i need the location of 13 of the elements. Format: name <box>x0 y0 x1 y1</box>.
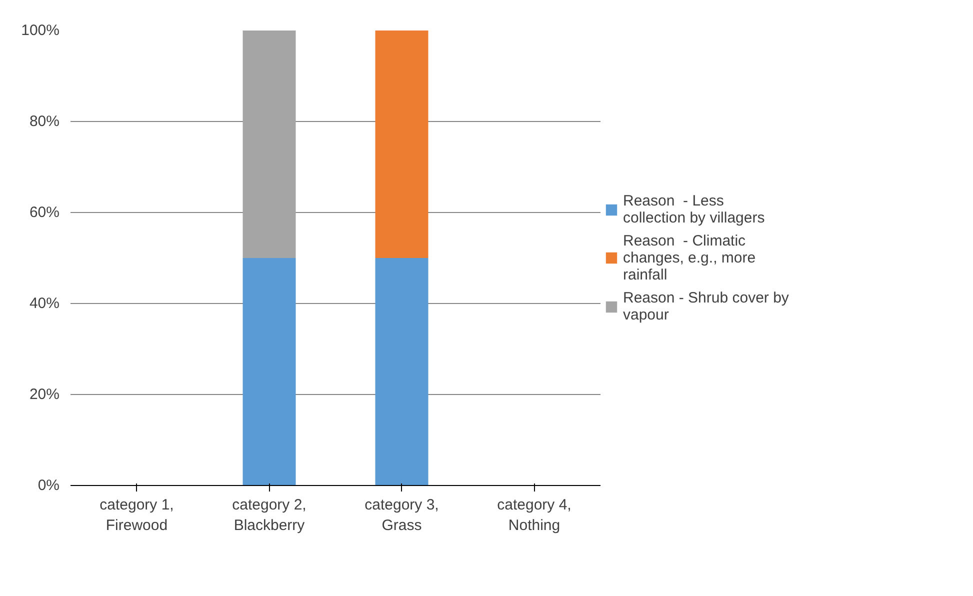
y-tick-label: 0% <box>38 477 60 494</box>
y-tick-label: 40% <box>29 295 60 312</box>
legend-label: Reason - Climatic changes, e.g., more rainfall <box>623 232 756 283</box>
y-tick-label: 80% <box>29 113 60 130</box>
x-tick-label: category 1, Firewood <box>100 496 174 534</box>
y-tick-label: 100% <box>21 22 60 39</box>
y-tick-label: 60% <box>29 204 60 221</box>
x-tick-label: category 4, Nothing <box>497 496 572 534</box>
legend-label: Reason - Shrub cover by vapour <box>623 289 789 323</box>
x-tick-label: category 2, Blackberry <box>232 496 306 534</box>
y-tick-label: 20% <box>29 386 60 403</box>
x-tick-label: category 3, Grass <box>364 496 439 534</box>
legend-label: Reason - Less collection by villagers <box>623 192 765 226</box>
